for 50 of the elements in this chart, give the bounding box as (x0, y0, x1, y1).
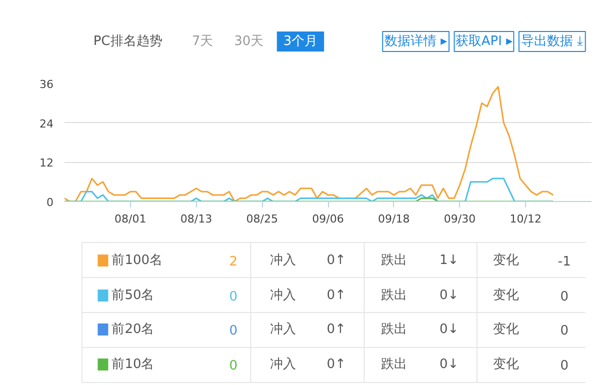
text: 0↓ (439, 322, 459, 337)
y-tick-label: 0 (46, 196, 54, 209)
text: 跌出 (380, 357, 407, 372)
text: 0 (229, 358, 238, 374)
x-tick-label: 09/18 (378, 212, 410, 226)
legend-label: 前50名 (112, 288, 154, 303)
text: 0↓ (439, 288, 459, 303)
text: 变化 (492, 288, 519, 303)
text: 2 (229, 254, 238, 270)
text: 冲入 (270, 253, 296, 268)
text: 跌出 (380, 322, 407, 337)
text: 0↑ (326, 288, 346, 303)
text: 0↑ (326, 253, 346, 268)
text: 0 (560, 324, 569, 338)
x-tick-label: 08/01 (114, 212, 146, 226)
text: 冲入 (270, 322, 296, 337)
text: 30天 (234, 34, 264, 49)
text: 跌出 (380, 288, 407, 303)
text: 7天 (192, 34, 214, 49)
text: 0↓ (439, 357, 459, 372)
x-tick-label: 10/12 (510, 212, 542, 226)
text: 0↑ (326, 357, 346, 372)
text: 0 (229, 324, 238, 338)
text: 数据详情 ▸ (384, 34, 448, 49)
text: 跌出 (380, 253, 407, 268)
y-tick-label: 24 (40, 117, 54, 130)
text: 变化 (492, 253, 519, 268)
text: 导出数据 ⤓ (521, 34, 584, 49)
text: 0 (560, 358, 569, 374)
text: 获取API ▸ (455, 34, 514, 49)
text: 0 (560, 290, 569, 304)
text: 3个月 (283, 34, 318, 49)
text: 冲入 (270, 357, 296, 372)
x-tick-label: 09/30 (444, 212, 476, 226)
legend-label: 前100名 (112, 253, 163, 268)
y-tick-label: 36 (40, 78, 54, 91)
chart-title: PC排名趋势 (93, 34, 162, 49)
text: 冲入 (270, 288, 296, 303)
text: 0↑ (326, 322, 346, 337)
x-tick-label: 08/13 (180, 212, 212, 226)
x-tick-label: 09/06 (312, 212, 344, 226)
text: -1 (558, 254, 571, 270)
text: 0 (229, 290, 238, 304)
text: 变化 (492, 322, 519, 337)
text: 变化 (492, 357, 519, 372)
legend-label: 前20名 (112, 322, 154, 337)
x-tick-label: 08/25 (246, 212, 278, 226)
text: 1↓ (439, 253, 459, 268)
y-tick-label: 12 (40, 156, 54, 170)
legend-label: 前10名 (112, 357, 154, 372)
